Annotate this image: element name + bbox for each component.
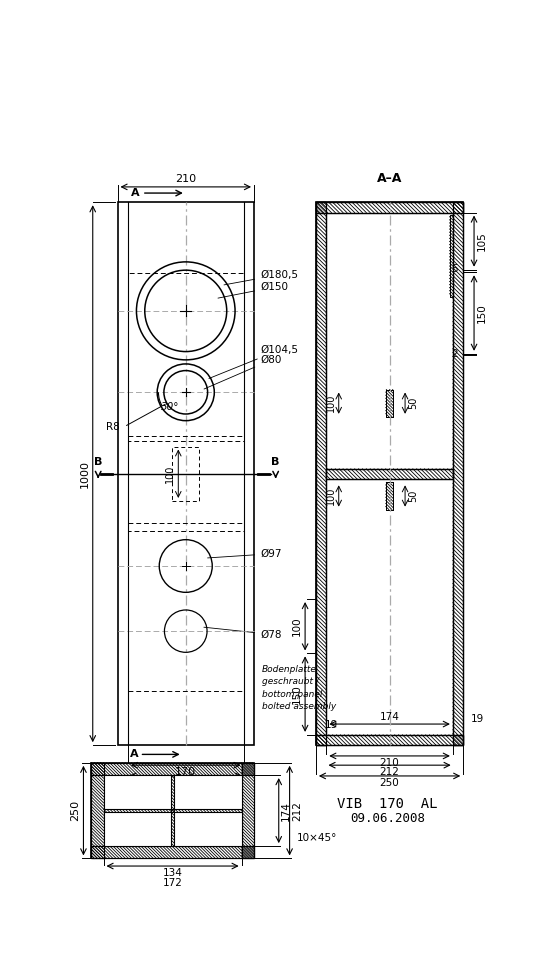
Bar	[453, 202, 463, 745]
Text: 210: 210	[380, 759, 399, 768]
Text: 2: 2	[451, 349, 458, 360]
Bar	[316, 202, 463, 213]
Bar	[316, 202, 326, 745]
Bar	[103, 812, 171, 846]
Bar	[386, 482, 394, 510]
Text: 5: 5	[451, 264, 458, 273]
Bar	[128, 441, 244, 522]
Text: Ø97: Ø97	[207, 549, 282, 559]
Bar	[316, 735, 463, 745]
Text: B: B	[271, 457, 280, 466]
Text: A: A	[131, 188, 140, 198]
Text: R8: R8	[106, 421, 120, 432]
Text: 105: 105	[477, 231, 487, 251]
Text: 212: 212	[292, 801, 302, 820]
Bar	[91, 762, 103, 858]
Bar	[386, 482, 394, 510]
Text: Ø78: Ø78	[204, 627, 282, 639]
Bar	[91, 762, 254, 775]
Text: B: B	[94, 457, 102, 466]
Text: 250: 250	[380, 778, 399, 788]
Text: 174: 174	[281, 801, 291, 820]
Bar	[316, 202, 326, 745]
Bar	[91, 846, 254, 858]
Bar	[174, 812, 241, 846]
Bar	[241, 762, 254, 858]
Bar	[117, 202, 254, 745]
Text: Ø80: Ø80	[204, 355, 281, 389]
Text: 50: 50	[408, 397, 418, 410]
Text: 210: 210	[175, 173, 196, 184]
Text: Ø150: Ø150	[218, 282, 288, 298]
Bar	[316, 202, 463, 745]
Bar	[91, 846, 254, 858]
Bar	[103, 775, 171, 808]
Bar	[91, 762, 254, 775]
Bar	[91, 762, 103, 858]
Bar	[241, 762, 254, 858]
Text: 174: 174	[380, 711, 400, 721]
Bar	[316, 735, 463, 745]
Bar	[91, 762, 254, 858]
Text: Ø104,5: Ø104,5	[209, 345, 298, 378]
Text: 1000: 1000	[80, 460, 90, 488]
Text: 170: 170	[175, 767, 196, 777]
Text: 172: 172	[175, 778, 196, 788]
Bar	[128, 272, 244, 436]
Text: 250: 250	[71, 800, 81, 821]
Bar	[386, 390, 394, 416]
Bar	[172, 447, 200, 501]
Bar	[128, 531, 244, 691]
Text: 50: 50	[408, 490, 418, 502]
Text: 100: 100	[292, 616, 302, 636]
Text: Bodenplatte
geschraubt /
bottom panel
bolted assembly: Bodenplatte geschraubt / bottom panel bo…	[262, 664, 336, 711]
Text: 150: 150	[292, 684, 302, 704]
Text: 100: 100	[326, 487, 336, 505]
Bar	[326, 468, 453, 479]
Bar	[103, 808, 241, 812]
Text: 150: 150	[477, 303, 487, 323]
Text: A: A	[130, 750, 139, 760]
Text: 212: 212	[380, 767, 400, 777]
Text: 100: 100	[165, 465, 175, 483]
Bar	[171, 775, 174, 846]
Text: 100: 100	[326, 394, 336, 413]
Bar	[326, 468, 453, 479]
Bar	[450, 216, 453, 297]
Text: 19: 19	[471, 714, 484, 724]
Bar	[453, 202, 463, 745]
Text: Ø180,5: Ø180,5	[224, 270, 298, 285]
Text: 30°: 30°	[161, 402, 180, 413]
Text: 09.06.2008: 09.06.2008	[350, 811, 425, 825]
Bar	[386, 390, 394, 416]
Text: 134: 134	[163, 868, 182, 878]
Bar	[316, 202, 463, 213]
Bar	[174, 775, 241, 808]
Text: 19: 19	[324, 720, 337, 730]
Text: A–A: A–A	[377, 172, 402, 185]
Bar	[450, 216, 453, 297]
Text: VIB  170  AL: VIB 170 AL	[337, 798, 438, 811]
Text: B–B: B–B	[175, 787, 197, 797]
Bar	[171, 775, 174, 846]
Text: 10×45°: 10×45°	[296, 833, 337, 843]
Text: 172: 172	[163, 878, 182, 888]
Bar	[103, 808, 241, 812]
